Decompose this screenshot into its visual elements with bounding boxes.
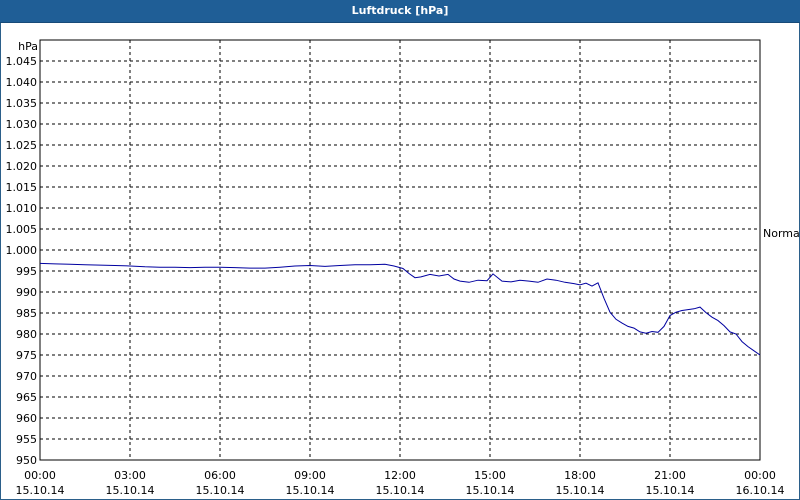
x-tick-date-label: 16.10.14	[736, 484, 785, 497]
x-tick-time-label: 00:00	[24, 469, 56, 482]
chart-title: Luftdruck [hPa]	[351, 4, 449, 17]
x-tick-date-label: 15.10.14	[16, 484, 65, 497]
y-tick-label: 1.030	[6, 118, 38, 131]
reference-label-normal: Normal	[763, 227, 800, 240]
y-tick-label: 985	[16, 307, 37, 320]
y-tick-label: 950	[16, 454, 37, 467]
x-tick-date-label: 15.10.14	[646, 484, 695, 497]
y-tick-label: 1.035	[6, 97, 38, 110]
x-tick-date-label: 15.10.14	[556, 484, 605, 497]
y-tick-label: 1.005	[6, 223, 38, 236]
x-tick-time-label: 15:00	[474, 469, 506, 482]
x-tick-date-label: 15.10.14	[286, 484, 335, 497]
grid-lines	[40, 40, 760, 460]
x-tick-time-label: 00:00	[744, 469, 776, 482]
x-tick-date-label: 15.10.14	[466, 484, 515, 497]
y-tick-label: 990	[16, 286, 37, 299]
x-tick-time-label: 12:00	[384, 469, 416, 482]
y-tick-label: 970	[16, 370, 37, 383]
pressure-series-line	[39, 262, 761, 356]
y-tick-label: 1.025	[6, 139, 38, 152]
y-tick-label: 980	[16, 328, 37, 341]
x-tick-date-label: 15.10.14	[106, 484, 155, 497]
y-tick-label: 1.010	[6, 202, 38, 215]
x-tick-time-label: 21:00	[654, 469, 686, 482]
y-tick-label: 1.000	[6, 244, 38, 257]
title-bar	[0, 0, 800, 23]
y-tick-label: 1.040	[6, 76, 38, 89]
x-tick-time-label: 03:00	[114, 469, 146, 482]
y-tick-label: 995	[16, 265, 37, 278]
x-axis-ticks: 00:00 15.10.14 03:00 15.10.14 06:00 15.10.14 0…	[16, 469, 785, 497]
x-tick-time-label: 09:00	[294, 469, 326, 482]
y-tick-label: 1.020	[6, 160, 38, 173]
y-tick-label: 1.015	[6, 181, 38, 194]
y-tick-label: 1.045	[6, 55, 38, 68]
x-tick-date-label: 15.10.14	[376, 484, 425, 497]
y-tick-label: 975	[16, 349, 37, 362]
x-tick-time-label: 06:00	[204, 469, 236, 482]
x-tick-time-label: 18:00	[564, 469, 596, 482]
y-tick-label: 955	[16, 433, 37, 446]
y-axis-unit-label: hPa	[18, 40, 38, 53]
x-tick-date-label: 15.10.14	[196, 484, 245, 497]
y-tick-label: 965	[16, 391, 37, 404]
y-axis-ticks: 950 955 960 965 970 975 980 985 990 995 1.000 1.005…	[6, 55, 38, 467]
y-tick-label: 960	[16, 412, 37, 425]
